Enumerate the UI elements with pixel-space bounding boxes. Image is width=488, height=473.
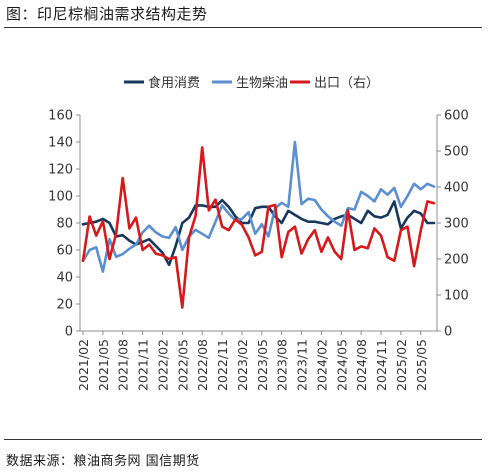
y-tick-right-label: 500 — [444, 145, 469, 160]
axes: 0 20 40 60 80 100 120 140 160 0 100 200 300 400 500 600… — [48, 109, 469, 391]
x-tick-label: 2025/02 — [394, 339, 409, 391]
x-tick-label: 2023/05 — [255, 339, 270, 391]
y-tick-right-label: 0 — [444, 325, 452, 340]
x-tick-label: 2022/05 — [175, 339, 190, 391]
top-rule — [4, 27, 482, 28]
x-tick-label: 2021/08 — [116, 339, 131, 391]
legend-label-1: 食用消费 — [148, 75, 200, 91]
x-tick-label: 2024/11 — [374, 339, 389, 391]
y-tick-right-label: 400 — [444, 181, 469, 196]
series-line-3 — [81, 146, 436, 309]
x-tick-label: 2021/11 — [136, 339, 151, 391]
y-tick-left-label: 140 — [48, 136, 73, 151]
series-line-2 — [81, 140, 436, 273]
y-tick-right-label: 600 — [444, 109, 469, 124]
x-tick-label: 2024/05 — [334, 339, 349, 391]
y-tick-right-label: 300 — [444, 217, 469, 232]
legend: 食用消费 生物柴油 出口（右） — [124, 75, 379, 91]
x-tick-label: 2025/05 — [414, 339, 429, 391]
x-tick-label: 2023/02 — [235, 339, 250, 391]
series-line-1 — [81, 198, 436, 267]
legend-label-2: 生物柴油 — [236, 76, 288, 91]
x-tick-label: 2023/11 — [295, 339, 310, 391]
legend-label-3: 出口（右） — [314, 76, 379, 91]
y-tick-left-label: 80 — [56, 217, 73, 232]
y-tick-left-label: 60 — [56, 244, 73, 259]
x-tick-label: 2022/08 — [195, 339, 210, 391]
y-tick-left-label: 0 — [65, 325, 73, 340]
y-tick-left-label: 160 — [48, 109, 73, 124]
x-tick-label: 2022/02 — [155, 339, 170, 391]
source-note: 数据来源：粮油商务网 国信期货 — [6, 454, 200, 469]
x-tick-label: 2021/02 — [76, 339, 91, 391]
y-tick-right-label: 200 — [444, 253, 469, 268]
y-tick-left-label: 120 — [48, 163, 73, 178]
bottom-rule — [4, 439, 482, 440]
x-tick-label: 2023/08 — [275, 339, 290, 391]
x-tick-label: 2024/08 — [354, 339, 369, 391]
y-tick-left-label: 100 — [48, 190, 73, 205]
y-tick-left-label: 20 — [56, 298, 73, 313]
y-tick-left-label: 40 — [56, 271, 73, 286]
x-tick-label: 2022/11 — [215, 339, 230, 391]
x-tick-label: 2024/02 — [314, 339, 329, 391]
y-tick-right-label: 100 — [444, 289, 469, 304]
series-lines — [81, 140, 436, 309]
x-tick-label: 2021/05 — [96, 339, 111, 391]
figure-title: 图：印尼棕榈油需求结构走势 — [6, 5, 208, 23]
